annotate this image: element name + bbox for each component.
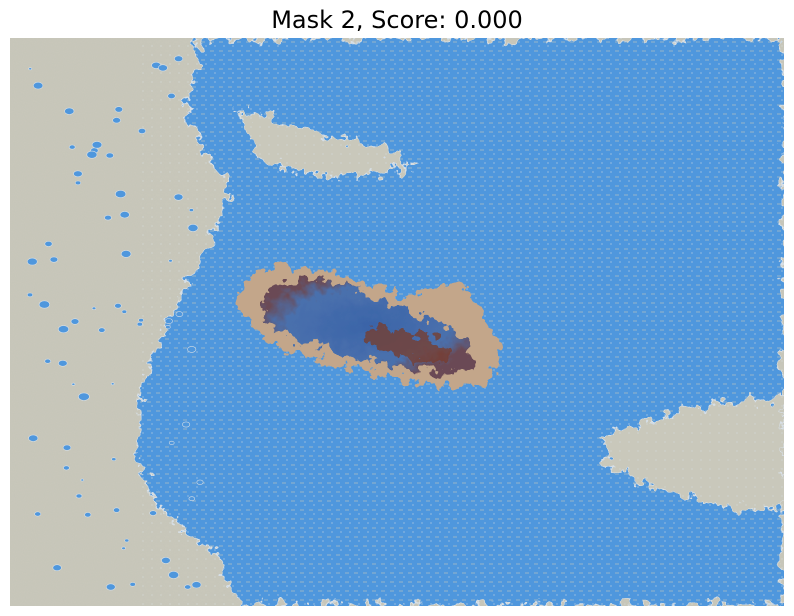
mask-fragment <box>50 257 58 262</box>
mask-fragment <box>35 512 41 516</box>
masked-photo <box>10 38 784 606</box>
mask-fragment <box>169 571 179 578</box>
mask-fragment <box>174 56 182 62</box>
mask-fragment <box>122 310 127 313</box>
mask-fragment <box>137 322 142 326</box>
mask-fragment <box>27 293 32 297</box>
mask-fragment <box>158 65 167 71</box>
mask-fragment <box>176 312 183 317</box>
figure-title: Mask 2, Score: 0.000 <box>0 4 794 36</box>
mask-fragment <box>113 118 121 124</box>
mask-fragment <box>63 445 71 450</box>
mask-fragment <box>92 141 102 148</box>
mask-fragment <box>182 422 189 427</box>
mask-fragment <box>63 466 69 470</box>
mask-fragment <box>125 539 129 542</box>
mask-fragment <box>71 319 79 325</box>
mask-fragment <box>185 585 191 589</box>
mask-fragment <box>78 393 89 401</box>
mask-fragment <box>162 557 171 563</box>
mask-fragment <box>120 211 129 218</box>
mask-fragment <box>115 190 126 197</box>
mask-fragment <box>75 181 80 185</box>
mask-fragment <box>188 224 198 231</box>
mask-fragment <box>69 145 75 149</box>
mask-fragment <box>121 250 131 257</box>
mask-fragment <box>29 435 38 442</box>
mask-fragment <box>150 511 157 516</box>
mask-fragment <box>74 171 83 177</box>
mask-fragment <box>85 513 91 518</box>
mask-fragment <box>166 325 171 328</box>
mask-fragment <box>174 194 183 200</box>
mask-fragment <box>65 108 74 115</box>
mask-fragment <box>192 582 201 588</box>
mask-fragment <box>138 128 145 133</box>
mask-fragment <box>72 383 75 385</box>
mask-fragment <box>105 215 112 220</box>
mask-fragment <box>58 360 67 366</box>
mask-fragment <box>39 301 50 308</box>
mask-fragment <box>168 93 176 98</box>
mask-fragment <box>45 241 52 246</box>
mask-fragment <box>112 458 116 461</box>
mask-fragment <box>29 68 32 70</box>
image-panel <box>10 38 784 606</box>
mask-fragment <box>113 508 119 513</box>
mask-fragment <box>106 584 115 590</box>
mask-fragment <box>188 346 196 352</box>
mask-fragment <box>130 583 136 587</box>
mask-fragment <box>111 383 114 385</box>
mask-fragment <box>33 82 43 89</box>
mask-fragment <box>165 319 172 324</box>
mask-fragment <box>189 497 195 501</box>
mask-fragment <box>189 209 193 212</box>
mask-fragment <box>27 258 37 265</box>
mask-fragment <box>139 319 144 322</box>
mask-fragment <box>87 151 97 158</box>
mask-fragment <box>81 479 84 481</box>
mask-fragment <box>92 307 96 310</box>
mask-fragment <box>122 547 126 550</box>
mask-fragment <box>115 303 122 308</box>
mask-fragment <box>115 107 123 113</box>
mask-fragment <box>106 153 114 158</box>
mask-fragment <box>99 328 106 333</box>
mask-fragment <box>169 441 174 444</box>
mask-fragment <box>169 260 173 263</box>
mask-fragment <box>45 359 51 363</box>
mask-fragment <box>197 480 203 485</box>
mask-fragment <box>76 494 82 498</box>
mask-fragment <box>53 565 62 571</box>
mask-fragment <box>58 326 68 333</box>
